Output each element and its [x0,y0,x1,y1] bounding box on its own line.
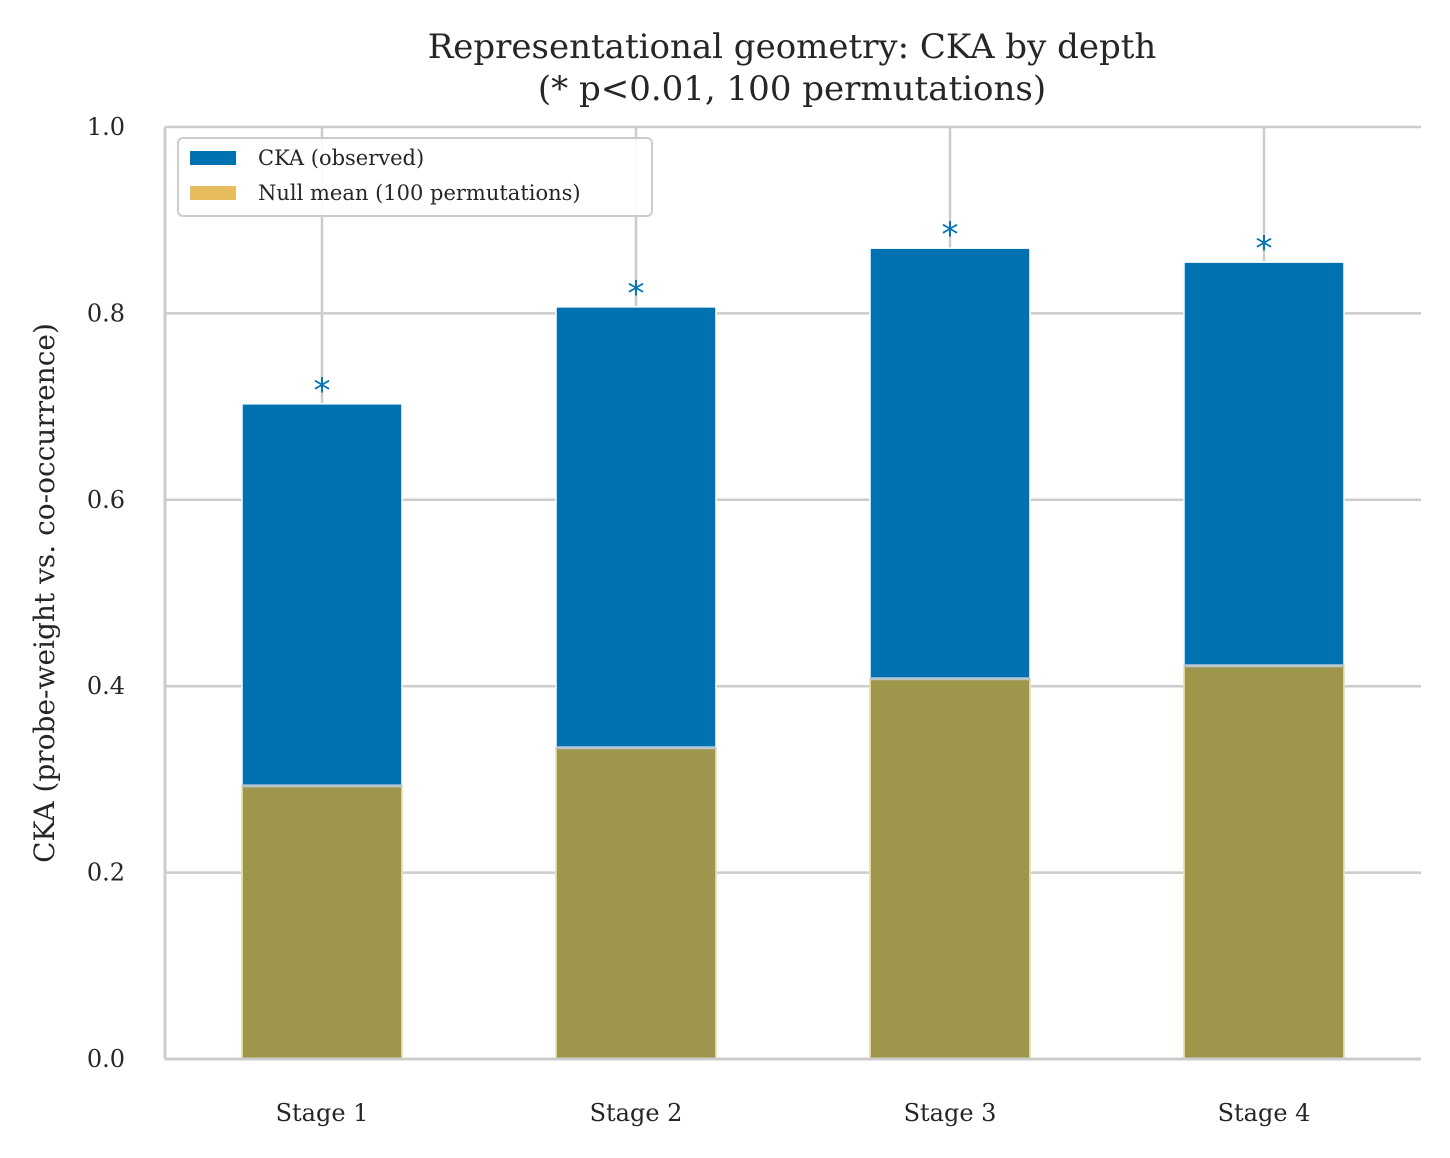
x-tick-label: Stage 2 [590,1099,683,1127]
y-tick-label: 0.6 [87,486,125,514]
significance-star: * [1256,229,1273,269]
legend-label: Null mean (100 permutations) [258,181,581,205]
y-tick-label: 1.0 [87,113,125,141]
y-tick-label: 0.0 [87,1045,125,1073]
bars [241,247,1345,1060]
significance-star: * [942,215,959,255]
bar-null [555,746,717,1060]
x-tick-label: Stage 3 [904,1099,997,1127]
x-tick-label: Stage 4 [1218,1099,1311,1127]
legend-label: CKA (observed) [258,146,424,170]
bar-null [869,677,1031,1060]
y-tick-label: 0.4 [87,672,125,700]
legend: CKA (observed) Null mean (100 permutation… [177,137,653,217]
bar-null-tint [1183,664,1345,1060]
bar-null-tint [555,746,717,1060]
legend-box [177,137,653,217]
bar-null-tint [241,785,403,1060]
axes [163,127,1421,1061]
y-axis-label: CKA (probe-weight vs. co-occurrence) [28,323,61,863]
chart-title-line-1: Representational geometry: CKA by depth [428,27,1157,67]
significance-star: * [314,371,331,411]
legend-swatch [190,151,236,165]
bar-null-tint [869,677,1031,1060]
y-tick-label: 0.2 [87,859,125,887]
x-tick-label: Stage 1 [276,1099,369,1127]
legend-swatch [190,186,236,200]
y-tick-labels: 0.0 0.2 0.4 0.6 0.8 1.0 [87,113,125,1073]
significance-star: * [628,274,645,314]
bar-null [1183,664,1345,1060]
significance-markers: * * * * [314,215,1273,411]
x-tick-labels: Stage 1 Stage 2 Stage 3 Stage 4 [276,1099,1311,1127]
chart-title-line-2: (* p<0.01, 100 permutations) [538,69,1046,109]
y-tick-label: 0.8 [87,299,125,327]
